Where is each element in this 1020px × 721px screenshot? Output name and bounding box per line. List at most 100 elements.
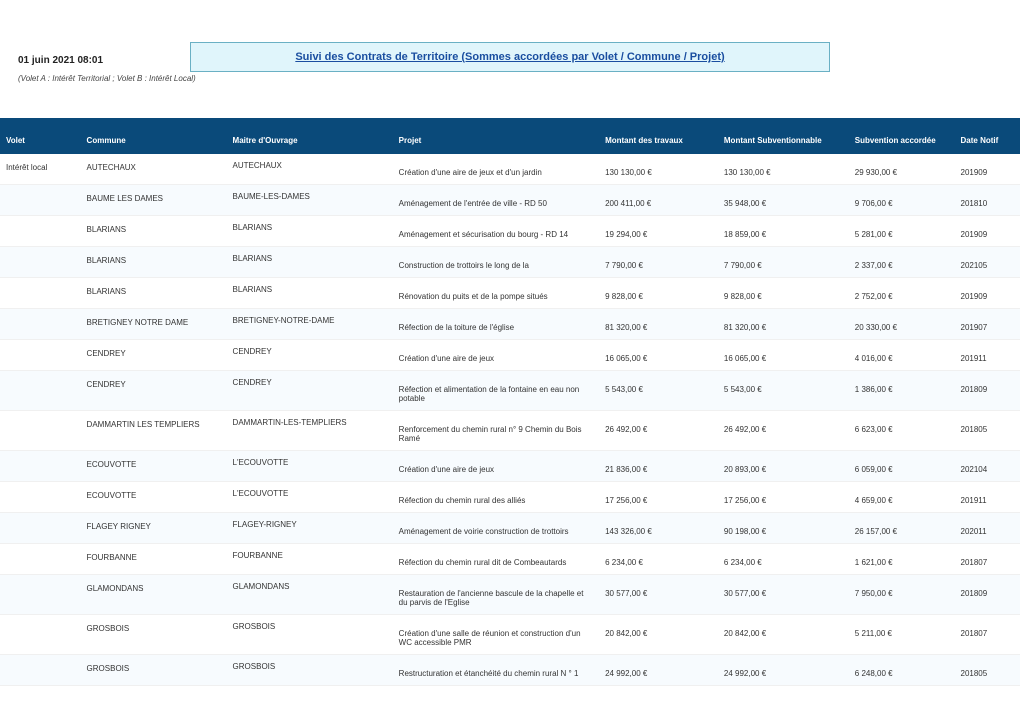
cell-commune: BLARIANS (81, 247, 227, 278)
cell-date-notif: 201805 (955, 655, 1020, 686)
cell-projet: Création d'une aire de jeux (393, 340, 599, 371)
cell-montant-travaux: 5 543,00 € (599, 371, 718, 411)
cell-projet: Construction de trottoirs le long de la (393, 247, 599, 278)
cell-date-notif: 202011 (955, 513, 1020, 544)
cell-montant-subventionnable: 18 859,00 € (718, 216, 849, 247)
cell-projet: Création d'une salle de réunion et const… (393, 615, 599, 655)
cell-montant-subventionnable: 17 256,00 € (718, 482, 849, 513)
cell-date-notif: 201807 (955, 615, 1020, 655)
cell-volet (0, 615, 81, 655)
cell-montant-subventionnable: 35 948,00 € (718, 185, 849, 216)
cell-subvention-accordee: 6 059,00 € (849, 451, 955, 482)
cell-maitre-ouvrage: L'ECOUVOTTE (227, 482, 393, 513)
cell-montant-travaux: 7 790,00 € (599, 247, 718, 278)
cell-volet: Intérêt local (0, 154, 81, 185)
cell-volet (0, 411, 81, 451)
cell-montant-subventionnable: 130 130,00 € (718, 154, 849, 185)
table-row: DAMMARTIN LES TEMPLIERSDAMMARTIN-LES-TEM… (0, 411, 1020, 451)
cell-montant-travaux: 6 234,00 € (599, 544, 718, 575)
cell-commune: FOURBANNE (81, 544, 227, 575)
cell-volet (0, 185, 81, 216)
cell-montant-travaux: 21 836,00 € (599, 451, 718, 482)
cell-montant-subventionnable: 30 577,00 € (718, 575, 849, 615)
cell-volet (0, 247, 81, 278)
cell-montant-travaux: 200 411,00 € (599, 185, 718, 216)
cell-volet (0, 278, 81, 309)
cell-date-notif: 201810 (955, 185, 1020, 216)
report-title-box: Suivi des Contrats de Territoire (Sommes… (190, 42, 830, 72)
cell-date-notif: 201911 (955, 340, 1020, 371)
cell-projet: Aménagement de voirie construction de tr… (393, 513, 599, 544)
cell-montant-subventionnable: 7 790,00 € (718, 247, 849, 278)
cell-montant-subventionnable: 26 492,00 € (718, 411, 849, 451)
cell-volet (0, 544, 81, 575)
table-row: BRETIGNEY NOTRE DAMEBRETIGNEY-NOTRE-DAME… (0, 309, 1020, 340)
table-row: ECOUVOTTEL'ECOUVOTTERéfection du chemin … (0, 482, 1020, 513)
cell-montant-travaux: 130 130,00 € (599, 154, 718, 185)
cell-date-notif: 202105 (955, 247, 1020, 278)
table-row: CENDREYCENDREYCréation d'une aire de jeu… (0, 340, 1020, 371)
cell-projet: Renforcement du chemin rural n° 9 Chemin… (393, 411, 599, 451)
cell-projet: Restructuration et étanchéité du chemin … (393, 655, 599, 686)
cell-montant-subventionnable: 20 842,00 € (718, 615, 849, 655)
table-row: CENDREYCENDREYRéfection et alimentation … (0, 371, 1020, 411)
cell-commune: DAMMARTIN LES TEMPLIERS (81, 411, 227, 451)
cell-date-notif: 201907 (955, 309, 1020, 340)
cell-subvention-accordee: 1 621,00 € (849, 544, 955, 575)
cell-montant-travaux: 17 256,00 € (599, 482, 718, 513)
cell-commune: FLAGEY RIGNEY (81, 513, 227, 544)
col-commune: Commune (81, 118, 227, 154)
table-row: BLARIANSBLARIANSRénovation du puits et d… (0, 278, 1020, 309)
cell-maitre-ouvrage: BAUME-LES-DAMES (227, 185, 393, 216)
table-header-row: Volet Commune Maitre d'Ouvrage Projet Mo… (0, 118, 1020, 154)
contracts-table: Volet Commune Maitre d'Ouvrage Projet Mo… (0, 118, 1020, 686)
cell-volet (0, 575, 81, 615)
cell-maitre-ouvrage: DAMMARTIN-LES-TEMPLIERS (227, 411, 393, 451)
cell-montant-subventionnable: 81 320,00 € (718, 309, 849, 340)
cell-commune: GLAMONDANS (81, 575, 227, 615)
cell-commune: CENDREY (81, 340, 227, 371)
cell-volet (0, 216, 81, 247)
cell-montant-subventionnable: 90 198,00 € (718, 513, 849, 544)
cell-maitre-ouvrage: AUTECHAUX (227, 154, 393, 185)
cell-subvention-accordee: 6 623,00 € (849, 411, 955, 451)
cell-commune: BLARIANS (81, 216, 227, 247)
cell-montant-subventionnable: 9 828,00 € (718, 278, 849, 309)
cell-projet: Réfection du chemin rural dit de Combeau… (393, 544, 599, 575)
cell-date-notif: 201807 (955, 544, 1020, 575)
table-row: BAUME LES DAMESBAUME-LES-DAMESAménagemen… (0, 185, 1020, 216)
cell-volet (0, 340, 81, 371)
cell-subvention-accordee: 20 330,00 € (849, 309, 955, 340)
cell-montant-travaux: 143 326,00 € (599, 513, 718, 544)
col-subvention-accordee: Subvention accordée (849, 118, 955, 154)
cell-maitre-ouvrage: L'ECOUVOTTE (227, 451, 393, 482)
cell-commune: BAUME LES DAMES (81, 185, 227, 216)
cell-commune: GROSBOIS (81, 655, 227, 686)
cell-commune: AUTECHAUX (81, 154, 227, 185)
cell-commune: CENDREY (81, 371, 227, 411)
report-title-link[interactable]: Suivi des Contrats de Territoire (Sommes… (295, 51, 724, 63)
report-timestamp: 01 juin 2021 08:01 (18, 55, 103, 66)
cell-date-notif: 201909 (955, 278, 1020, 309)
cell-date-notif: 202104 (955, 451, 1020, 482)
cell-projet: Création d'une aire de jeux (393, 451, 599, 482)
cell-subvention-accordee: 2 752,00 € (849, 278, 955, 309)
table-row: BLARIANSBLARIANSConstruction de trottoir… (0, 247, 1020, 278)
table-row: GROSBOISGROSBOISRestructuration et étanc… (0, 655, 1020, 686)
cell-projet: Aménagement de l'entrée de ville - RD 50 (393, 185, 599, 216)
cell-volet (0, 482, 81, 513)
table-row: FOURBANNEFOURBANNERéfection du chemin ru… (0, 544, 1020, 575)
cell-montant-travaux: 20 842,00 € (599, 615, 718, 655)
cell-subvention-accordee: 26 157,00 € (849, 513, 955, 544)
cell-montant-travaux: 81 320,00 € (599, 309, 718, 340)
cell-projet: Réfection de la toiture de l'église (393, 309, 599, 340)
cell-subvention-accordee: 29 930,00 € (849, 154, 955, 185)
col-montant-travaux: Montant des travaux (599, 118, 718, 154)
cell-maitre-ouvrage: CENDREY (227, 371, 393, 411)
cell-date-notif: 201909 (955, 154, 1020, 185)
cell-montant-travaux: 30 577,00 € (599, 575, 718, 615)
cell-maitre-ouvrage: BRETIGNEY-NOTRE-DAME (227, 309, 393, 340)
cell-montant-subventionnable: 6 234,00 € (718, 544, 849, 575)
cell-volet (0, 451, 81, 482)
report-subtitle: (Volet A : Intérêt Territorial ; Volet B… (18, 74, 196, 83)
